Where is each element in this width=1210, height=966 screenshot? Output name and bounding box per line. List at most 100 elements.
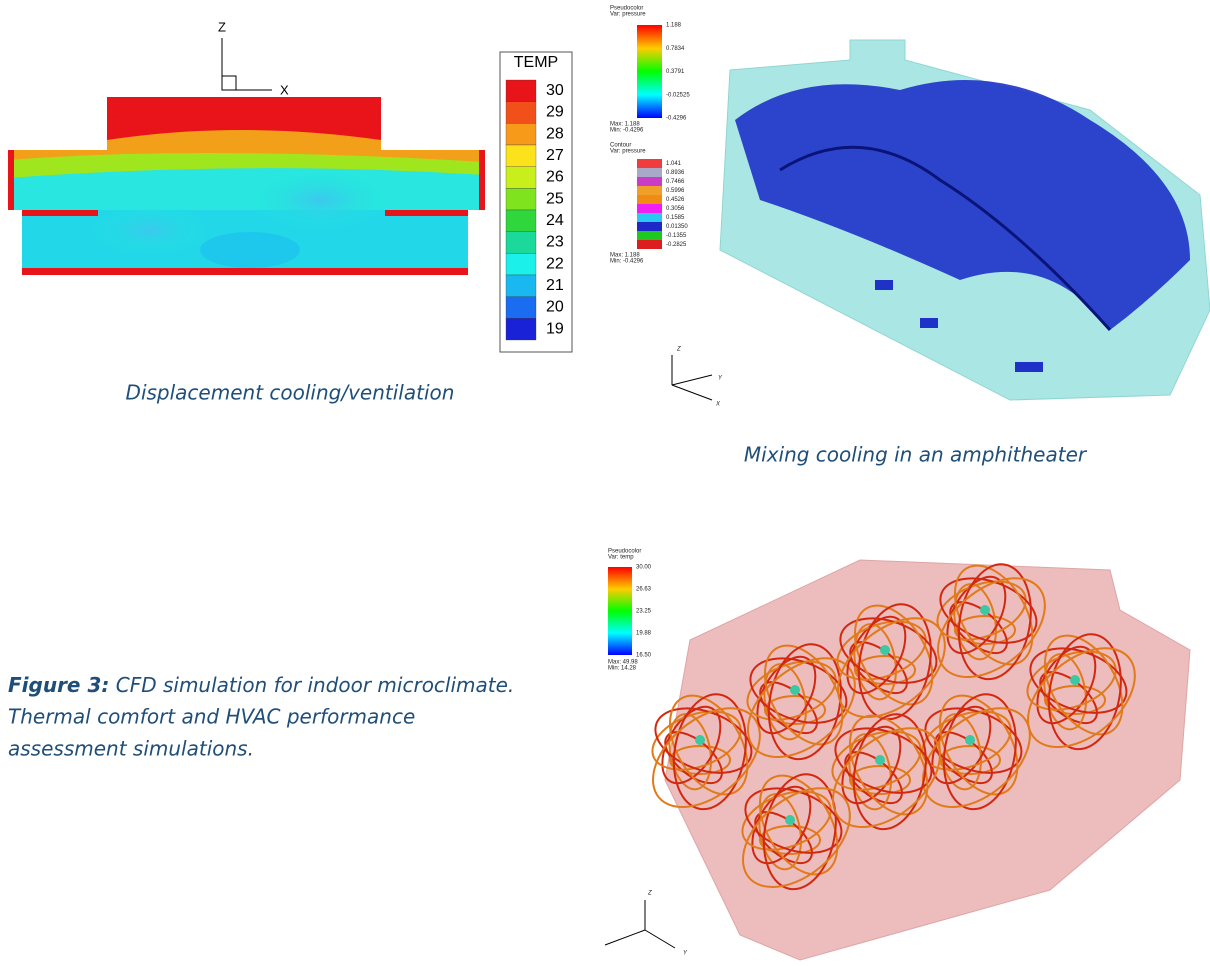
legend-var: Var: temp [608, 555, 634, 561]
axis-label: Y [683, 951, 688, 957]
axis-line [645, 930, 675, 948]
legend-min: Min: -0.4296 [610, 259, 644, 265]
diffuser [790, 685, 800, 695]
colorbar [608, 567, 632, 655]
axis-label: Z [676, 347, 681, 353]
contour-swatch [637, 168, 662, 177]
axis-label: X [280, 82, 289, 97]
legend-label: 21 [546, 277, 564, 294]
legend-swatch [506, 145, 536, 167]
inlet [22, 210, 98, 216]
contour-swatch [637, 159, 662, 168]
axis-line [605, 930, 645, 945]
vent [920, 318, 938, 328]
axis-triad [672, 355, 712, 400]
figure-label: Figure 3: [8, 673, 109, 697]
legend-swatch [506, 253, 536, 275]
legend-label: 20 [546, 299, 564, 316]
axis-line [672, 375, 712, 385]
axis-label: Z [647, 891, 652, 897]
contour-label: 0.4526 [666, 197, 685, 203]
axis-corner [222, 76, 236, 90]
legend-label: 30 [546, 82, 564, 99]
diffuser [965, 735, 975, 745]
inlet [385, 210, 468, 216]
colorbar-label: 23.25 [636, 609, 652, 615]
legend-var: Var: pressure [610, 149, 646, 155]
diffuser [980, 605, 990, 615]
legend-swatch [506, 210, 536, 232]
plume [250, 170, 390, 230]
legend-label: 22 [546, 255, 564, 272]
diffuser [875, 755, 885, 765]
plume [90, 205, 210, 255]
figure-caption: Figure 3: CFD simulation for indoor micr… [8, 673, 514, 697]
caption: Displacement cooling/ventilation [126, 381, 455, 405]
page: CFD simulation figure {"displacement": {… [0, 0, 1210, 966]
legend-label: 19 [546, 320, 564, 337]
vent [1015, 362, 1043, 372]
colorbar-label: -0.4296 [666, 116, 687, 122]
colorbar-label: 1.188 [666, 23, 682, 29]
diffuser [1070, 675, 1080, 685]
contour-label: 0.01350 [666, 224, 688, 230]
caption-line: Thermal comfort and HVAC performance [8, 705, 415, 729]
legend-label: 26 [546, 169, 564, 186]
legend-label: 24 [546, 212, 564, 229]
legend-min: Min: -0.4296 [610, 128, 644, 134]
colorbar-label: 0.3791 [666, 69, 685, 75]
legend-swatch [506, 297, 536, 319]
legend-label: 29 [546, 104, 564, 121]
contour-label: -0.2825 [666, 242, 687, 248]
axis-label: Z [218, 19, 226, 34]
contour-swatch [637, 186, 662, 195]
legend-min: Min: 14.28 [608, 666, 637, 672]
body: Z X TEMP 302928272625242322212019 Displa… [0, 0, 1210, 966]
colorbar-label: 16.50 [636, 653, 652, 659]
legend-title: TEMP [514, 54, 558, 71]
contour-label: 0.8936 [666, 170, 685, 176]
edge [22, 268, 468, 275]
axis-label: X [715, 402, 721, 408]
legend-label: 27 [546, 147, 564, 164]
contour-swatch [637, 222, 662, 231]
amphitheater [720, 40, 1210, 400]
contour-label: 1.041 [666, 161, 682, 167]
legend-swatch [506, 80, 536, 102]
contour-swatch [637, 240, 662, 249]
contour-swatch [637, 213, 662, 222]
colorbar-label: 19.88 [636, 631, 652, 637]
legend-swatch [506, 188, 536, 210]
contour-swatch [637, 177, 662, 186]
legend-label: 25 [546, 190, 564, 207]
colorbar-label: 26.63 [636, 587, 652, 593]
legend-swatch [506, 167, 536, 189]
legend-swatch [506, 318, 536, 340]
colorbar-label: 0.7834 [666, 46, 685, 52]
legend-swatch [506, 102, 536, 124]
plume [200, 232, 300, 268]
caption: Mixing cooling in an amphitheater [744, 443, 1088, 467]
contour-swatch [637, 204, 662, 213]
legend-swatch [506, 232, 536, 254]
caption-line: CFD simulation for indoor microclimate. [116, 673, 515, 697]
contour-label: 0.3056 [666, 206, 685, 212]
axis-label: Y [718, 376, 723, 382]
legend-var: Var: pressure [610, 12, 646, 18]
colorbar-label: -0.02525 [666, 92, 690, 98]
legend-swatch [506, 275, 536, 297]
axis-triad [222, 38, 272, 90]
legend-label: 28 [546, 125, 564, 142]
diffuser [880, 645, 890, 655]
contour-label: 0.5996 [666, 188, 685, 194]
contour-swatch [637, 195, 662, 204]
diffuser [695, 735, 705, 745]
contour-label: -0.1355 [666, 233, 687, 239]
edge [8, 150, 14, 210]
caption-line: assessment simulations. [8, 737, 254, 761]
contour-label: 0.1585 [666, 215, 685, 221]
axis-triad [605, 900, 675, 948]
edge [479, 150, 485, 210]
contour-label: 0.7466 [666, 179, 685, 185]
vent [875, 280, 893, 290]
